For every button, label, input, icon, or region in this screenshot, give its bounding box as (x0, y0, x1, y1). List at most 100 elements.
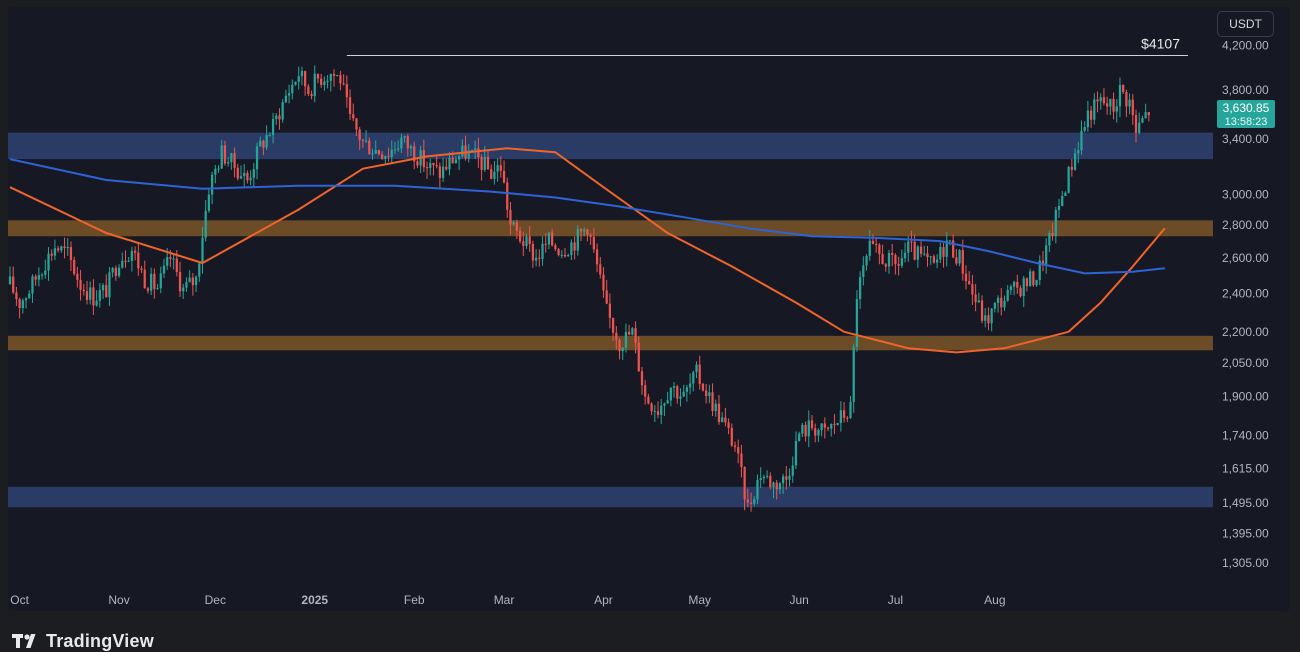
candle-body (31, 276, 34, 294)
candle-body (721, 417, 724, 422)
candle-body (483, 156, 486, 170)
x-tick-label: Jun (789, 593, 808, 607)
candle-body (445, 166, 448, 170)
candle-body (397, 148, 400, 150)
zones-layer (8, 132, 1213, 508)
candle-body (194, 276, 198, 286)
candle-body (708, 392, 711, 397)
candle-body (987, 315, 990, 324)
candle-body (1138, 122, 1141, 133)
candle-body (451, 157, 454, 164)
candle-body (400, 137, 403, 149)
y-tick-label: 2,800.00 (1222, 218, 1269, 232)
candle-body (249, 177, 252, 181)
candle-body (79, 279, 82, 290)
candle-body (932, 256, 936, 263)
candle-body (56, 248, 60, 251)
candle-body (304, 71, 307, 87)
y-tick-label: 3,000.00 (1222, 188, 1269, 202)
currency-button[interactable]: USDT (1217, 11, 1274, 37)
y-tick-label: 4,200.00 (1222, 39, 1269, 53)
candle-body (271, 118, 275, 136)
candle-body (1086, 110, 1090, 128)
tradingview-logo[interactable]: TradingView (12, 631, 154, 651)
candle-body (634, 328, 637, 343)
candle-body (903, 252, 907, 259)
candle-body (1073, 153, 1077, 170)
candle-body (929, 256, 932, 258)
candle-body (1102, 97, 1106, 104)
candle-body (977, 300, 980, 303)
candle-body (175, 258, 178, 273)
candle-body (544, 243, 547, 245)
candle-body (448, 157, 451, 170)
candle-body (579, 229, 583, 232)
candle-body (1093, 99, 1096, 120)
candle-body (974, 294, 977, 303)
candle-body (897, 264, 900, 266)
candle-body (223, 145, 227, 164)
candle-body (233, 153, 236, 168)
candle-body (53, 248, 57, 256)
candle-body (50, 253, 53, 256)
candle-body (672, 386, 676, 388)
candle-body (82, 289, 85, 292)
candle-body (778, 483, 782, 490)
candle-body (865, 256, 868, 266)
last-price-value: 3,630.85 (1223, 101, 1270, 115)
candle-body (1000, 297, 1003, 308)
x-axis: Oct Nov Dec 2025 Feb Mar Apr May Jun Jul Aug (10, 593, 1005, 607)
candle-body (1051, 232, 1054, 237)
candle-body (467, 150, 470, 159)
candle-body (916, 246, 919, 260)
candle-body (1131, 99, 1134, 116)
x-tick-label: Aug (984, 593, 1005, 607)
candle-body (15, 292, 18, 300)
candle-body (470, 149, 474, 151)
candle-body (28, 293, 31, 299)
candle-body (717, 403, 721, 422)
candle-body (105, 285, 108, 298)
candle-body (1112, 98, 1115, 112)
candle-body (541, 243, 544, 259)
candle-body (1141, 118, 1144, 123)
candle-body (554, 245, 557, 250)
candle-body (701, 383, 705, 391)
candle-body (384, 156, 387, 160)
candle-body (583, 229, 586, 232)
candle-body (1025, 278, 1029, 287)
candle-body (457, 156, 461, 160)
candle-body (830, 424, 833, 429)
candle-body (788, 475, 791, 480)
y-tick-label: 3,800.00 (1222, 83, 1269, 97)
candle-body (557, 249, 560, 256)
candle-body (153, 273, 156, 289)
candle-body (1038, 260, 1041, 280)
price-chart[interactable]: $4107 4,200.00 3,800.00 3,400.00 3,000.00 2,… (8, 7, 1290, 611)
x-tick-label: Oct (10, 593, 29, 607)
candle-body (243, 172, 246, 177)
candle-body (18, 299, 21, 308)
candle-body (534, 257, 538, 261)
candle-body (1083, 127, 1086, 131)
y-tick-label: 3,400.00 (1222, 132, 1269, 146)
candle-body (1080, 130, 1083, 151)
candle-body (711, 392, 714, 412)
candle-body (990, 308, 993, 324)
candle-body (900, 258, 903, 266)
candle-body (438, 166, 441, 178)
candle-body (509, 209, 512, 225)
chart-frame[interactable]: $4107 4,200.00 3,800.00 3,400.00 3,000.00 2,… (8, 7, 1290, 611)
x-tick-label: Dec (205, 593, 226, 607)
candle-body (425, 167, 429, 169)
candle-body (907, 241, 910, 253)
candle-body (1064, 192, 1067, 197)
candle-body (615, 332, 618, 340)
candle-body (676, 386, 679, 399)
candle-body (432, 163, 435, 166)
candle-body (595, 249, 599, 265)
candle-body (560, 254, 563, 256)
candle-body (1035, 279, 1038, 286)
candle-body (393, 149, 397, 151)
